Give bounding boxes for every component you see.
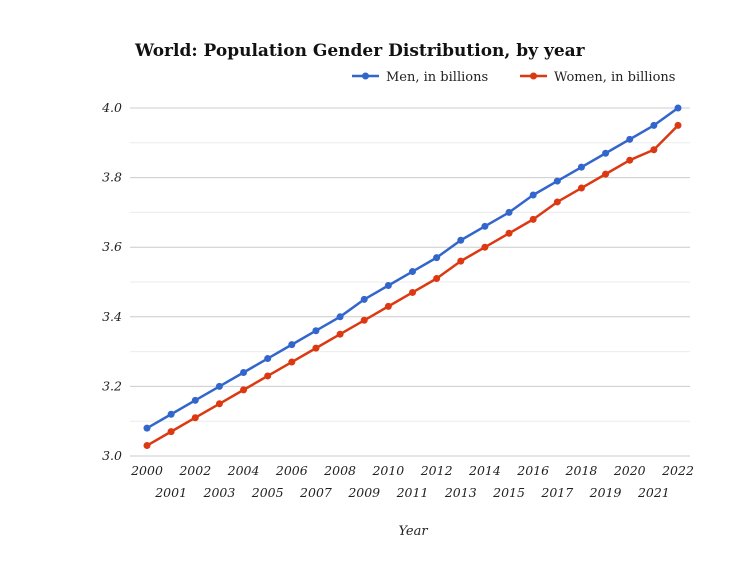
- y-axis: 3.0 3.2 3.4 3.6 3.8 4.0: [101, 100, 122, 463]
- y-tick-label: 4.0: [101, 100, 122, 115]
- series-group: [143, 104, 682, 450]
- data-point: [602, 149, 610, 157]
- x-tick-label: 2011: [396, 485, 429, 500]
- data-point: [215, 382, 223, 390]
- x-axis-label: Year: [398, 524, 428, 539]
- x-tick-label: 2016: [516, 463, 549, 478]
- x-tick-label: 2007: [299, 485, 332, 500]
- y-tick-label: 3.8: [102, 170, 122, 185]
- chart-title: World: Population Gender Distribution, b…: [134, 41, 586, 61]
- x-tick-label: 2003: [203, 485, 236, 500]
- data-point: [167, 428, 175, 436]
- data-point: [240, 386, 248, 394]
- y-tick-label: 3.4: [102, 309, 122, 324]
- legend-item: Women, in billions: [520, 70, 675, 85]
- y-tick-label: 3.0: [102, 448, 122, 463]
- data-point: [409, 268, 416, 276]
- x-tick-label: 2002: [178, 463, 211, 478]
- x-tick-label: 2010: [371, 463, 404, 478]
- x-tick-label: 2009: [347, 485, 380, 500]
- data-point: [143, 442, 151, 450]
- data-point: [602, 170, 610, 178]
- data-point: [433, 275, 441, 283]
- data-point: [360, 295, 368, 303]
- gridlines: [130, 107, 690, 457]
- x-tick-label: 2020: [613, 463, 646, 478]
- data-point: [674, 104, 682, 112]
- data-point: [505, 208, 513, 216]
- data-point: [481, 222, 489, 230]
- data-point: [433, 254, 441, 262]
- series-line: [146, 124, 679, 447]
- data-point: [360, 316, 368, 324]
- x-tick-label: 2019: [589, 485, 622, 500]
- data-point: [529, 191, 537, 199]
- data-point: [481, 243, 489, 251]
- x-axis: 2000 2001 2002 2003 2004 2005 2006 2007 2008 2009…: [130, 463, 694, 500]
- x-tick-label: 2012: [420, 463, 453, 478]
- legend-marker: [362, 72, 369, 80]
- data-point: [553, 198, 561, 206]
- data-point: [457, 236, 465, 244]
- data-point: [312, 344, 320, 352]
- x-tick-label: 2000: [130, 463, 163, 478]
- x-tick-label: 2015: [492, 485, 525, 500]
- x-tick-label: 2006: [275, 463, 308, 478]
- x-tick-label: 2018: [565, 463, 598, 478]
- x-tick-label: 2001: [154, 485, 187, 500]
- x-tick-label: 2008: [323, 463, 356, 478]
- legend-label: Men, in billions: [386, 70, 488, 85]
- x-tick-label: 2014: [468, 463, 501, 478]
- data-point: [626, 135, 634, 143]
- data-point: [384, 281, 392, 289]
- data-point: [336, 313, 344, 321]
- data-point: [240, 368, 248, 376]
- y-tick-label: 3.2: [102, 378, 122, 393]
- data-point: [650, 121, 658, 129]
- data-point: [264, 372, 272, 380]
- series-men: [143, 104, 682, 432]
- y-tick-label: 3.6: [102, 239, 122, 254]
- legend-item: Men, in billions: [352, 70, 488, 85]
- data-point: [288, 341, 296, 349]
- data-point: [143, 424, 151, 432]
- data-point: [191, 414, 199, 422]
- data-point: [457, 257, 465, 265]
- data-point: [264, 355, 272, 363]
- data-point: [215, 400, 223, 408]
- data-point: [409, 288, 416, 296]
- data-point: [288, 358, 296, 366]
- legend-label: Women, in billions: [554, 70, 675, 85]
- data-point: [626, 156, 634, 164]
- x-tick-label: 2022: [661, 463, 694, 478]
- x-tick-label: 2004: [227, 463, 260, 478]
- data-point: [529, 215, 537, 223]
- x-tick-label: 2013: [444, 485, 477, 500]
- x-tick-label: 2005: [251, 485, 284, 500]
- data-point: [167, 410, 175, 418]
- data-point: [312, 327, 320, 335]
- x-tick-label: 2017: [540, 485, 573, 500]
- data-point: [191, 396, 199, 404]
- data-point: [336, 330, 344, 338]
- x-tick-label: 2021: [637, 485, 670, 500]
- data-point: [650, 146, 658, 154]
- data-point: [577, 184, 585, 192]
- data-point: [674, 121, 682, 129]
- series-women: [143, 121, 682, 450]
- data-point: [384, 302, 392, 310]
- data-point: [553, 177, 561, 185]
- legend-marker: [530, 72, 537, 80]
- legend: Men, in billions Women, in billions: [352, 70, 675, 85]
- data-point: [577, 163, 585, 171]
- data-point: [505, 229, 513, 237]
